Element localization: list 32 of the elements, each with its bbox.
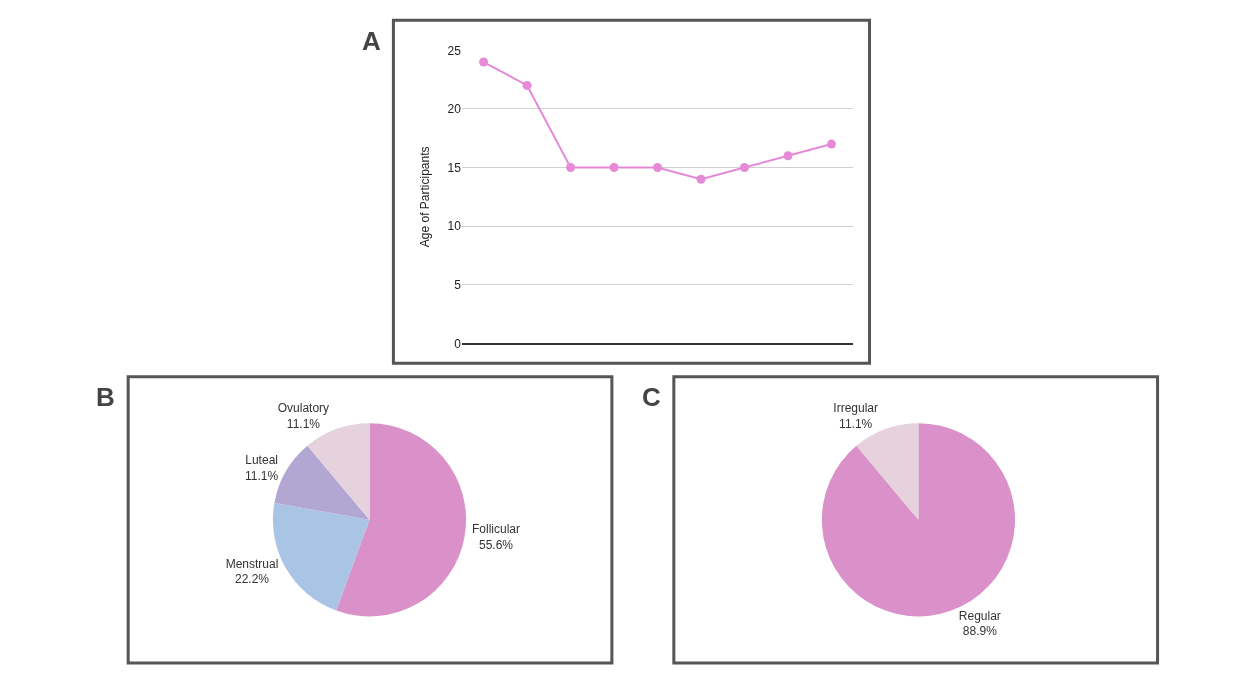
chart-title: C [642, 382, 661, 412]
data-label: 11.1% [286, 416, 321, 431]
data-label: 11.1% [839, 416, 873, 431]
chart-title: A [362, 26, 381, 56]
point [783, 151, 793, 161]
chart-title: B [96, 382, 115, 412]
y-tick-label: 25 [447, 43, 462, 58]
point [609, 163, 619, 173]
slice-label: Follicular [471, 522, 520, 537]
slice-label: Menstrual [225, 556, 279, 571]
y-tick-label: 5 [454, 277, 462, 292]
point [740, 163, 750, 173]
data-label: 22.2% [235, 572, 270, 587]
point [479, 57, 489, 67]
point [826, 139, 836, 149]
y-tick-label: 20 [447, 102, 462, 117]
slice-label: Luteal [245, 452, 278, 467]
point [696, 174, 706, 184]
slice-label: Regular [958, 608, 1001, 623]
y-tick-label: 10 [447, 219, 462, 234]
y-axis-title: Age of Participants [417, 146, 432, 248]
point [522, 80, 532, 90]
y-tick-label: 15 [447, 160, 462, 175]
pie-slice [336, 423, 467, 617]
point [566, 163, 576, 173]
slice-label: Irregular [833, 401, 879, 416]
slice-label: Ovulatory [277, 401, 330, 416]
data-label: 88.9% [962, 624, 998, 639]
y-tick-label: 0 [454, 336, 462, 351]
point [653, 163, 663, 173]
data-label: 11.1% [245, 468, 279, 483]
data-label: 55.6% [478, 537, 514, 552]
